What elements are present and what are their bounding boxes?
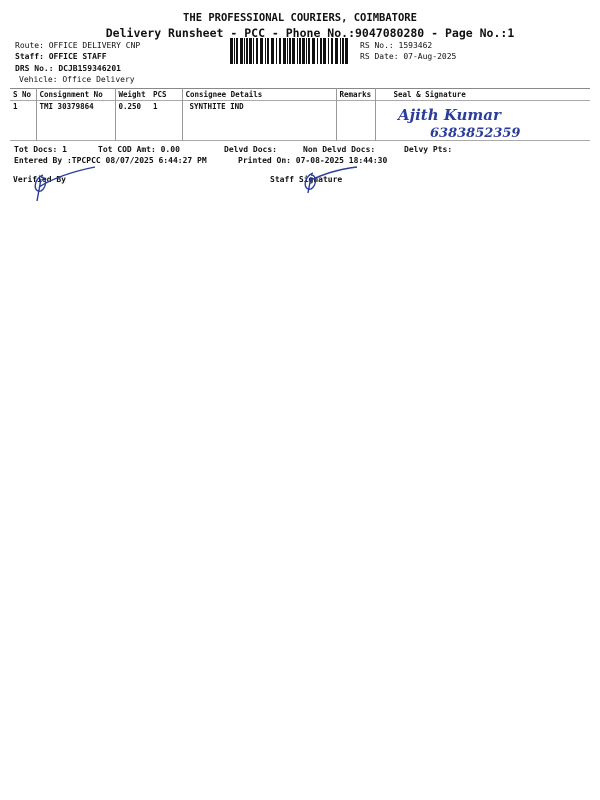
rs-no: RS No.: 1593462	[360, 41, 433, 50]
barcode-bar	[308, 38, 310, 64]
col-remarks: Remarks	[335, 88, 375, 101]
barcode-bar	[297, 38, 298, 64]
barcode-bar	[234, 38, 235, 64]
verified-signature-scribble	[34, 166, 96, 202]
barcode-bar	[342, 38, 344, 64]
barcode-bar	[323, 38, 326, 64]
printed-on: Printed On: 07-08-2025 18:44:30	[238, 156, 388, 165]
verified-by: Verified By	[13, 175, 66, 184]
route: Route: OFFICE DELIVERY CNP	[15, 41, 141, 50]
barcode-bar	[328, 38, 329, 64]
barcode-bar	[246, 38, 248, 64]
cell-remarks	[335, 100, 375, 141]
barcode-bar	[299, 38, 301, 64]
col-weight: Weight	[114, 88, 150, 101]
col-consignment: Consignment No	[35, 88, 115, 101]
barcode-bar	[236, 38, 238, 64]
barcode-bar	[335, 38, 338, 64]
barcode-bar	[345, 38, 348, 64]
barcode-bar	[302, 38, 305, 64]
cell-weight: 0.250	[114, 100, 150, 141]
col-sno: S No	[13, 90, 32, 99]
barcode-bar	[244, 38, 245, 64]
tot-cod: Tot COD Amt: 0.00	[98, 145, 180, 154]
cell-pcs: 1	[153, 102, 158, 111]
barcode-bar	[292, 38, 295, 64]
delvy-pts: Delvy Pts:	[404, 145, 453, 154]
vehicle: Vehicle: Office Delivery	[19, 75, 135, 84]
barcode-bar	[256, 38, 258, 64]
runsheet-subtitle: Delivery Runsheet - PCC - Phone No.:9047…	[105, 26, 515, 40]
barcode-bar	[320, 38, 322, 64]
drs-no: DRS No.: DCJB159346201	[15, 64, 121, 73]
barcode-bar	[253, 38, 254, 64]
staff-signature-scribble	[304, 166, 358, 194]
table-header: S No Consignment No Weight PCS Consignee…	[10, 88, 590, 101]
col-consignee: Consignee Details	[181, 88, 336, 101]
barcode-bar	[240, 38, 243, 64]
barcode-bar	[279, 38, 281, 64]
cell-signature: Ajith Kumar 6383852359	[374, 100, 590, 141]
barcode-bar	[283, 38, 286, 64]
svg-text:6383852359: 6383852359	[430, 126, 520, 141]
barcode-bar	[267, 38, 269, 64]
tot-docs: Tot Docs: 1	[14, 145, 67, 154]
barcode-bar	[265, 38, 266, 64]
rs-date: RS Date: 07-Aug-2025	[360, 52, 457, 61]
barcode-bar	[276, 38, 277, 64]
barcode-bar	[249, 38, 252, 64]
barcode-bar	[312, 38, 315, 64]
col-seal: Seal & Signature	[374, 88, 590, 101]
barcode-bar	[289, 38, 291, 64]
barcode-bar	[340, 38, 341, 64]
non-delvd-docs: Non Delvd Docs:	[303, 145, 376, 154]
staff: Staff: OFFICE STAFF	[15, 52, 107, 61]
barcode-bar	[287, 38, 288, 64]
consignment-table: S No Consignment No Weight PCS Consignee…	[10, 88, 590, 141]
handwritten-signature: Ajith Kumar 6383852359	[396, 106, 520, 141]
svg-text:Ajith Kumar: Ajith Kumar	[396, 106, 502, 124]
barcode-bar	[306, 38, 307, 64]
barcode-bar	[331, 38, 333, 64]
cell-sno: 1	[13, 102, 18, 111]
cell-consignee: SYNTHITE IND	[181, 100, 336, 141]
barcode-bar	[271, 38, 274, 64]
barcode-bar	[230, 38, 233, 64]
col-pcs: PCS	[153, 90, 167, 99]
barcode-bar	[260, 38, 263, 64]
cell-consignment: TMI 30379864	[35, 100, 115, 141]
entered-by: Entered By :TPCPCC 08/07/2025 6:44:27 PM	[14, 156, 207, 165]
barcode	[230, 38, 348, 64]
barcode-bar	[317, 38, 318, 64]
table-row: 1 TMI 30379864 0.250 1 SYNTHITE IND Ajit…	[10, 100, 590, 141]
delvd-docs: Delvd Docs:	[224, 145, 277, 154]
company-title: THE PROFESSIONAL COURIERS, COIMBATORE	[183, 12, 417, 24]
